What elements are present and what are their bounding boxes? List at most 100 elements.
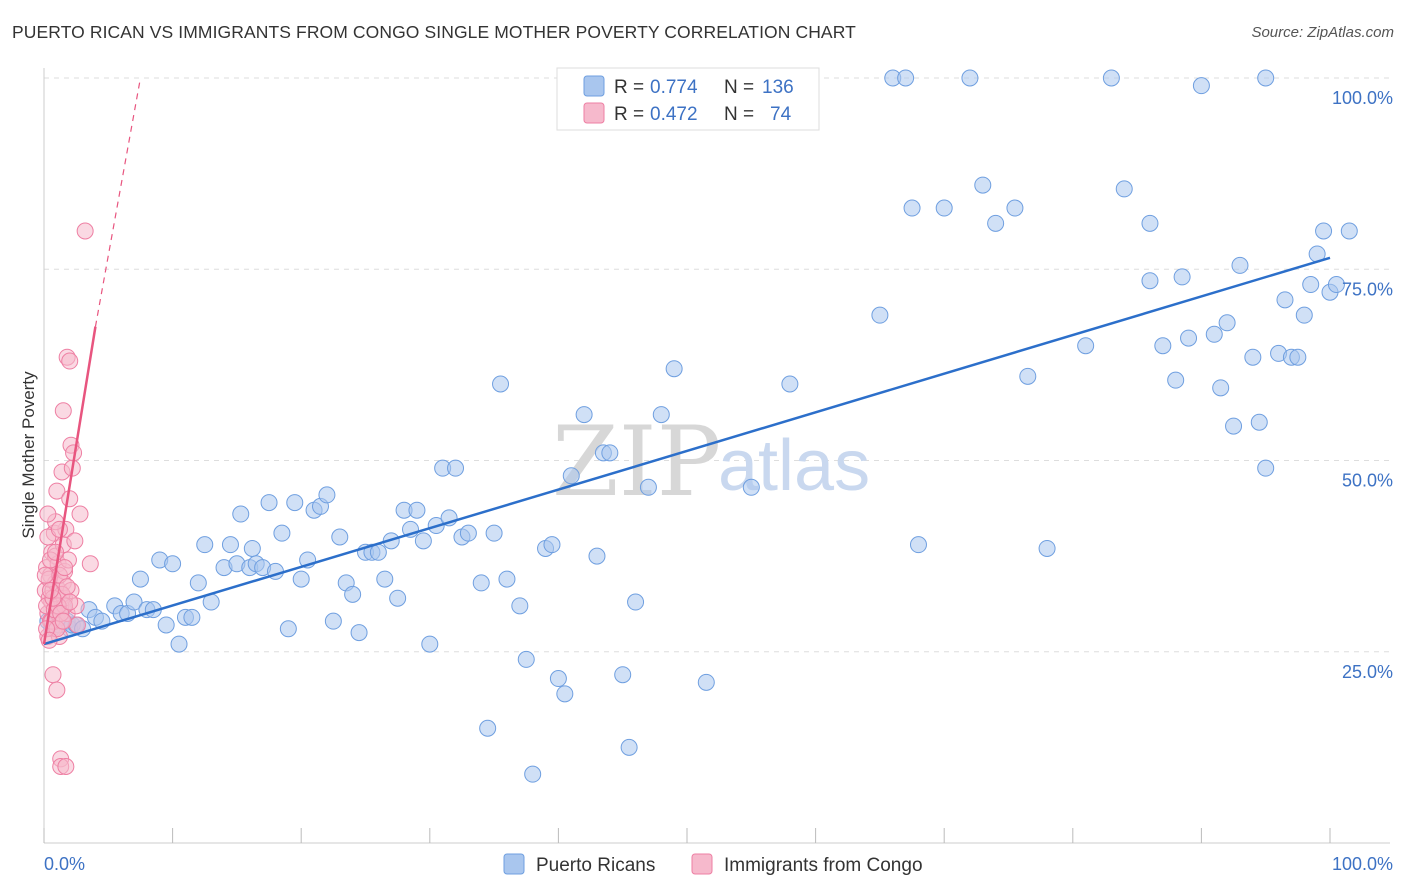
point-puerto-rican	[1257, 459, 1275, 477]
point-puerto-rican	[1038, 539, 1056, 557]
point-puerto-rican	[742, 478, 760, 496]
point-congo	[48, 681, 66, 699]
point-puerto-rican	[324, 612, 342, 630]
point-puerto-rican	[125, 593, 143, 611]
point-congo	[71, 505, 89, 523]
point-puerto-rican	[665, 360, 683, 378]
point-puerto-rican	[408, 501, 426, 519]
point-congo	[39, 505, 57, 523]
legend-r-label-0: R =	[614, 77, 644, 98]
point-puerto-rican	[1295, 306, 1313, 324]
point-puerto-rican	[279, 620, 297, 638]
point-congo	[44, 666, 62, 684]
point-congo	[58, 578, 76, 596]
point-puerto-rican	[511, 597, 529, 615]
grid-lines	[44, 77, 1390, 653]
bottom-legend-label-1: Immigrants from Congo	[724, 855, 923, 876]
trend-lines	[42, 77, 1331, 646]
watermark-zip: ZIP	[552, 406, 721, 518]
point-congo	[48, 482, 66, 500]
axes	[43, 68, 1390, 844]
point-puerto-rican	[1173, 268, 1191, 286]
point-puerto-rican	[164, 555, 182, 573]
point-puerto-rican	[1276, 291, 1294, 309]
legend-n-label-1: N =	[724, 104, 754, 125]
bottom-legend-swatch-pink	[691, 853, 713, 875]
point-congo	[61, 352, 79, 370]
bottom-legend-swatch-blue	[503, 853, 525, 875]
point-puerto-rican	[1141, 272, 1159, 290]
point-puerto-rican	[196, 536, 214, 554]
series-puerto-ricans	[39, 69, 1358, 783]
point-puerto-rican	[221, 536, 239, 554]
point-puerto-rican	[1167, 371, 1185, 389]
point-puerto-rican	[389, 589, 407, 607]
x-tick-label-max: 100.0%	[1332, 854, 1393, 874]
point-puerto-rican	[909, 536, 927, 554]
legend-r-value-0: 0.774	[650, 77, 698, 98]
y-tick-label-25: 25.0%	[1342, 662, 1393, 682]
point-puerto-rican	[620, 738, 638, 756]
point-puerto-rican	[472, 574, 490, 592]
y-tick-labels: 25.0% 50.0% 75.0% 100.0%	[1332, 88, 1393, 682]
point-puerto-rican	[243, 539, 261, 557]
y-tick-label-100: 100.0%	[1332, 88, 1393, 108]
point-puerto-rican	[350, 624, 368, 642]
point-congo	[57, 758, 75, 775]
point-puerto-rican	[652, 406, 670, 424]
point-puerto-rican	[485, 524, 503, 542]
point-puerto-rican	[414, 532, 432, 550]
y-tick-label-75: 75.0%	[1342, 279, 1393, 299]
point-puerto-rican	[556, 685, 574, 703]
point-puerto-rican	[331, 528, 349, 546]
legend-r-value-1: 0.472	[650, 104, 698, 125]
point-puerto-rican	[1205, 325, 1223, 343]
point-puerto-rican	[286, 494, 304, 512]
trend-line-congo-extension	[94, 77, 142, 327]
point-puerto-rican	[935, 199, 953, 217]
point-puerto-rican	[697, 673, 715, 691]
legend-n-value-0: 136	[762, 77, 794, 98]
point-puerto-rican	[543, 536, 561, 554]
point-puerto-rican	[498, 570, 516, 588]
point-puerto-rican	[447, 459, 465, 477]
point-puerto-rican	[601, 444, 619, 462]
point-puerto-rican	[562, 467, 580, 485]
legend-r-label-1: R =	[614, 104, 644, 125]
point-puerto-rican	[170, 635, 188, 653]
point-puerto-rican	[479, 719, 497, 737]
point-puerto-rican	[871, 306, 889, 324]
point-puerto-rican	[1231, 256, 1249, 274]
legend: R = 0.774 N = 136 R = 0.472 N = 74	[556, 67, 820, 131]
point-puerto-rican	[1102, 69, 1120, 87]
legend-n-label-0: N =	[724, 77, 754, 98]
y-tick-label-50: 50.0%	[1342, 471, 1393, 491]
point-puerto-rican	[1327, 276, 1345, 294]
point-puerto-rican	[897, 69, 915, 87]
point-puerto-rican	[1115, 180, 1133, 198]
y-axis-title: Single Mother Poverty	[19, 371, 38, 539]
point-puerto-rican	[1218, 314, 1236, 332]
bottom-legend: Puerto Ricans Immigrants from Congo	[503, 853, 923, 876]
point-congo	[76, 222, 94, 240]
trend-line-puerto-ricans	[43, 256, 1331, 646]
point-puerto-rican	[781, 375, 799, 393]
point-congo	[50, 520, 68, 538]
point-congo	[61, 593, 79, 611]
x-ticks	[43, 828, 1331, 843]
point-puerto-rican	[588, 547, 606, 565]
point-congo	[66, 532, 84, 550]
point-puerto-rican	[627, 593, 645, 611]
point-puerto-rican	[189, 574, 207, 592]
point-puerto-rican	[459, 524, 477, 542]
legend-swatch-blue	[583, 75, 605, 97]
point-puerto-rican	[549, 670, 567, 688]
point-puerto-rican	[1019, 367, 1037, 385]
point-puerto-rican	[517, 650, 535, 668]
point-puerto-rican	[1340, 222, 1358, 240]
bottom-legend-label-0: Puerto Ricans	[536, 855, 655, 876]
point-puerto-rican	[639, 478, 657, 496]
chart-title: PUERTO RICAN VS IMMIGRANTS FROM CONGO SI…	[12, 22, 856, 42]
point-congo	[41, 582, 59, 600]
